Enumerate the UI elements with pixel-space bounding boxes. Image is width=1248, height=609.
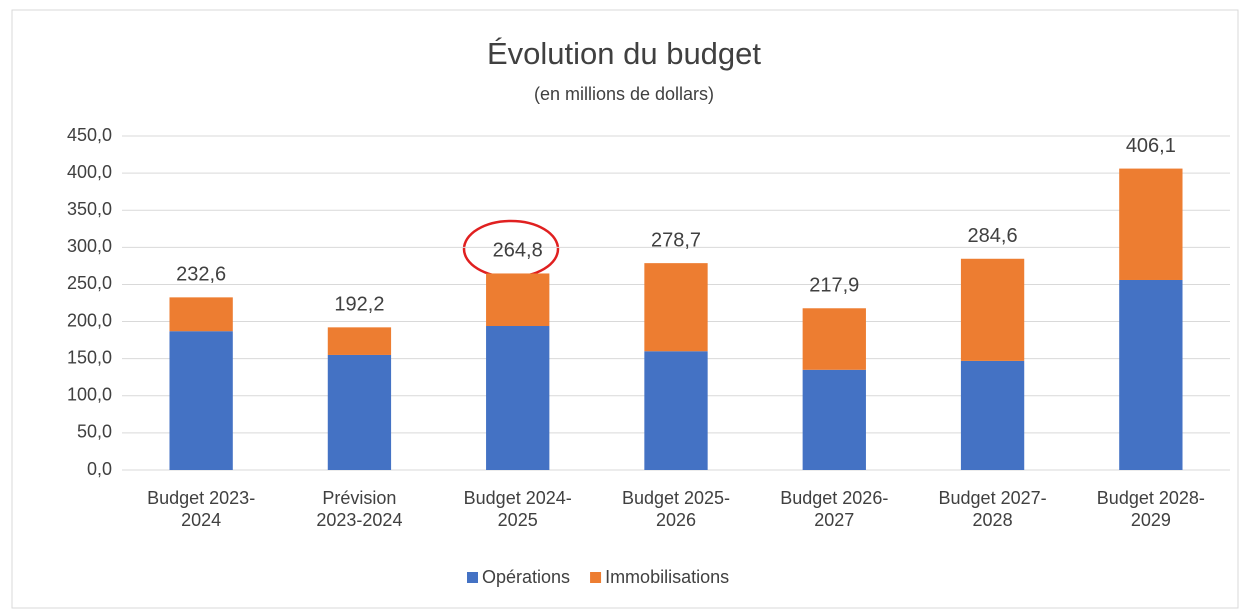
- bar-segment: [1119, 168, 1183, 280]
- bar-segment: [1119, 279, 1183, 470]
- y-tick-label: 100,0: [67, 385, 112, 405]
- bar-segment: [802, 369, 866, 470]
- total-label: 406,1: [1126, 135, 1176, 157]
- y-tick-label: 0,0: [87, 459, 112, 479]
- x-tick-label: Budget 2026-2027: [780, 488, 889, 530]
- bar-segment: [486, 273, 550, 327]
- legend-swatch: [467, 572, 478, 583]
- legend-label: Opérations: [482, 567, 570, 587]
- chart-frame: [11, 9, 1239, 609]
- y-tick-label: 300,0: [67, 236, 112, 256]
- total-label: 217,9: [809, 275, 859, 297]
- bar-segment: [486, 326, 550, 470]
- legend-swatch: [590, 572, 602, 583]
- bar-segment: [327, 354, 392, 470]
- total-label: 232,6: [176, 264, 226, 286]
- legend-label: Immobilisations: [605, 567, 729, 587]
- x-tick-label: Budget 2023-2024: [147, 488, 256, 530]
- y-tick-label: 450,0: [67, 125, 112, 145]
- chart-subtitle: (en millions de dollars): [534, 84, 714, 104]
- total-label: 264,8: [493, 240, 543, 262]
- chart-title: Évolution du budget: [487, 36, 761, 71]
- y-tick-label: 400,0: [67, 162, 112, 182]
- y-tick-label: 200,0: [67, 310, 112, 330]
- x-tick-label: Budget 2027-2028: [938, 488, 1047, 530]
- bar-segment: [960, 360, 1025, 470]
- total-label: 278,7: [651, 229, 701, 251]
- total-label: 284,6: [968, 225, 1018, 247]
- y-tick-label: 50,0: [77, 422, 112, 442]
- bar-segment: [644, 351, 708, 470]
- x-tick-label: Budget 2028-2029: [1096, 488, 1205, 530]
- y-tick-label: 250,0: [67, 273, 112, 293]
- x-tick-label: Budget 2025-2026: [621, 488, 731, 530]
- bar-segment: [960, 258, 1025, 361]
- bar-segment: [644, 263, 708, 352]
- bar-segment: [169, 331, 233, 470]
- bar-segment: [169, 297, 233, 332]
- bar-segment: [327, 327, 392, 355]
- x-tick-label: Prévision 2023-2024: [316, 488, 403, 530]
- x-tick-label: Budget 2024-2025: [463, 488, 572, 530]
- bar-segment: [802, 308, 866, 370]
- y-tick-label: 150,0: [67, 347, 112, 367]
- total-label: 192,2: [334, 294, 384, 316]
- y-tick-label: 350,0: [67, 199, 112, 219]
